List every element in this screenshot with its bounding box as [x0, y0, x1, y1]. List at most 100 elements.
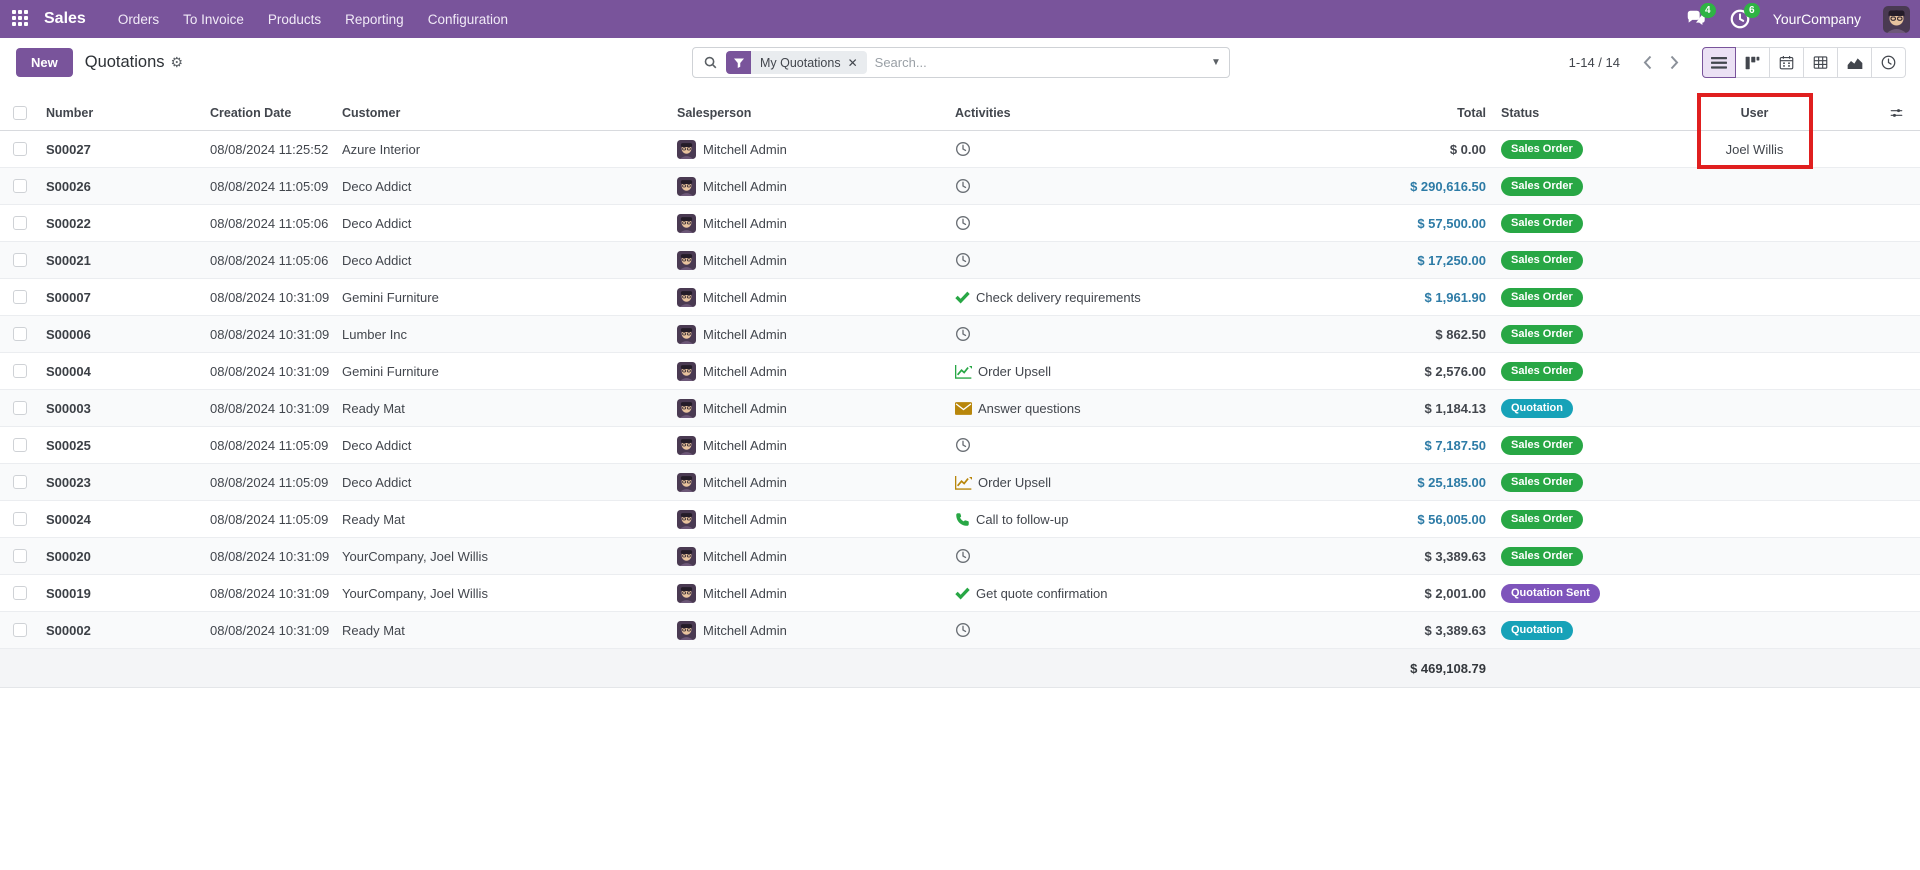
table-row-S00026[interactable]: S00026 08/08/2024 11:05:09 Deco Addict Mitc…	[0, 168, 1920, 205]
table-row-S00006[interactable]: S00006 08/08/2024 10:31:09 Lumber Inc Mitch…	[0, 316, 1920, 353]
view-switcher-pivot-button[interactable]	[1804, 47, 1838, 78]
view-switcher-calendar-button[interactable]	[1770, 47, 1804, 78]
column-header-status[interactable]: Status	[1501, 105, 1540, 120]
view-switcher-list-button[interactable]	[1702, 47, 1736, 78]
control-panel: New Quotations ⚙	[0, 38, 1920, 86]
salesperson-avatar	[677, 435, 696, 455]
user-avatar[interactable]	[1883, 5, 1910, 33]
row-checkbox[interactable]	[13, 290, 27, 304]
row-checkbox[interactable]	[13, 216, 27, 230]
table-row-S00020[interactable]: S00020 08/08/2024 10:31:09 YourCompany, Jo…	[0, 538, 1920, 575]
status-badge: Sales Order	[1501, 287, 1583, 307]
table-row-S00023[interactable]: S00023 08/08/2024 11:05:09 Deco Addict Mitc…	[0, 464, 1920, 501]
column-header-number[interactable]: Number	[46, 105, 94, 120]
table-row-S00022[interactable]: S00022 08/08/2024 11:05:06 Deco Addict Mitc…	[0, 205, 1920, 242]
view-switcher-kanban-button[interactable]	[1736, 47, 1770, 78]
new-button[interactable]: New	[16, 47, 73, 77]
row-checkbox[interactable]	[13, 142, 27, 156]
row-checkbox[interactable]	[13, 438, 27, 452]
cell-activities[interactable]	[949, 252, 1285, 268]
menu-item-products[interactable]: Products	[267, 11, 322, 27]
table-body: S00027 08/08/2024 11:25:52 Azure Interior M…	[0, 131, 1920, 649]
column-header-activities[interactable]: Activities	[955, 105, 1011, 120]
column-header-customer[interactable]: Customer	[342, 105, 401, 120]
cell-activities[interactable]: Get quote confirmation	[949, 586, 1285, 601]
cell-number: S00002	[46, 622, 91, 638]
cell-status: Sales Order	[1495, 176, 1697, 196]
cell-status: Sales Order	[1495, 435, 1697, 455]
row-checkbox[interactable]	[13, 475, 27, 489]
cell-activities[interactable]	[949, 326, 1285, 342]
activities-button[interactable]: 6	[1729, 3, 1760, 30]
row-checkbox[interactable]	[13, 401, 27, 415]
table-row-S00021[interactable]: S00021 08/08/2024 11:05:06 Deco Addict Mitc…	[0, 242, 1920, 279]
top-menu: Orders To Invoice Products Reporting Configu…	[106, 0, 520, 38]
salesperson-avatar	[677, 213, 696, 233]
view-switcher-graph-button[interactable]	[1838, 47, 1872, 78]
cell-activities[interactable]	[949, 437, 1285, 453]
chart-upsell-icon	[955, 364, 972, 379]
column-header-user[interactable]: User	[1740, 105, 1769, 120]
pager-next-button[interactable]	[1661, 51, 1688, 74]
row-checkbox[interactable]	[13, 623, 27, 637]
cell-activities[interactable]: Call to follow-up	[949, 512, 1285, 527]
messages-button[interactable]: 4	[1685, 3, 1716, 30]
pager-previous-button[interactable]	[1634, 51, 1661, 74]
column-header-creation-date[interactable]: Creation Date	[210, 105, 292, 120]
row-checkbox[interactable]	[13, 586, 27, 600]
cell-activities[interactable]: Order Upsell	[949, 475, 1285, 490]
row-checkbox[interactable]	[13, 512, 27, 526]
cell-activities[interactable]	[949, 178, 1285, 194]
cell-status: Sales Order	[1495, 509, 1697, 529]
gear-icon[interactable]: ⚙	[170, 53, 184, 70]
column-header-total[interactable]: Total	[1457, 105, 1486, 120]
table-row-S00025[interactable]: S00025 08/08/2024 11:05:09 Deco Addict Mitc…	[0, 427, 1920, 464]
row-checkbox[interactable]	[13, 549, 27, 563]
cell-customer: YourCompany, Joel Willis	[342, 585, 488, 601]
table-row-S00024[interactable]: S00024 08/08/2024 11:05:09 Ready Mat Mitche…	[0, 501, 1920, 538]
cell-status: Sales Order	[1495, 213, 1697, 233]
cell-activities[interactable]	[949, 622, 1285, 638]
menu-item-to-invoice[interactable]: To Invoice	[183, 11, 244, 27]
column-header-salesperson[interactable]: Salesperson	[677, 105, 752, 120]
search-facet-my-quotations[interactable]: My Quotations ✕	[726, 51, 867, 74]
apps-menu-icon[interactable]	[12, 10, 30, 28]
row-checkbox[interactable]	[13, 253, 27, 267]
chat-bubbles-icon	[1685, 8, 1707, 30]
company-name[interactable]: YourCompany	[1772, 11, 1861, 27]
menu-item-orders[interactable]: Orders	[117, 11, 160, 27]
table-row-S00003[interactable]: S00003 08/08/2024 10:31:09 Ready Mat Mitche…	[0, 390, 1920, 427]
row-checkbox[interactable]	[13, 327, 27, 341]
row-checkbox[interactable]	[13, 364, 27, 378]
cell-activities[interactable]	[949, 215, 1285, 231]
table-row-S00019[interactable]: S00019 08/08/2024 10:31:09 YourCompany, Jo…	[0, 575, 1920, 612]
table-row-S00007[interactable]: S00007 08/08/2024 10:31:09 Gemini Furnitur…	[0, 279, 1920, 316]
select-all-checkbox[interactable]	[13, 105, 27, 120]
clock-icon	[955, 215, 971, 231]
table-header-row: Number Creation Date Customer Salesperso…	[0, 95, 1920, 131]
status-badge: Sales Order	[1501, 250, 1583, 270]
app-name[interactable]: Sales	[44, 10, 86, 27]
cell-activities[interactable]	[949, 548, 1285, 564]
cell-activities[interactable]: Order Upsell	[949, 364, 1285, 379]
column-settings-icon	[1890, 108, 1903, 117]
phone-icon	[955, 512, 970, 527]
view-switcher-activity-button[interactable]	[1872, 47, 1906, 78]
salesperson-avatar	[677, 139, 696, 159]
table-row-S00004[interactable]: S00004 08/08/2024 10:31:09 Gemini Furnitur…	[0, 353, 1920, 390]
cell-activities[interactable]	[949, 141, 1285, 157]
menu-item-configuration[interactable]: Configuration	[427, 11, 509, 27]
table-row-S00027[interactable]: S00027 08/08/2024 11:25:52 Azure Interior M…	[0, 131, 1920, 168]
cell-creation-date: 08/08/2024 10:31:09	[210, 289, 330, 305]
search-dropdown-toggle[interactable]: ▼	[1211, 57, 1221, 68]
cell-activities[interactable]: Check delivery requirements	[949, 290, 1285, 305]
menu-item-reporting[interactable]: Reporting	[345, 11, 404, 27]
table-row-S00002[interactable]: S00002 08/08/2024 10:31:09 Ready Mat Mitche…	[0, 612, 1920, 649]
cell-activities[interactable]: Answer questions	[949, 401, 1285, 416]
optional-columns-button[interactable]	[1812, 106, 1920, 120]
facet-remove-icon[interactable]: ✕	[847, 55, 858, 70]
search-input[interactable]: Search...	[874, 55, 927, 70]
search-bar[interactable]: My Quotations ✕ Search... ▼	[692, 47, 1230, 78]
cell-customer: Lumber Inc	[342, 326, 408, 342]
row-checkbox[interactable]	[13, 179, 27, 193]
